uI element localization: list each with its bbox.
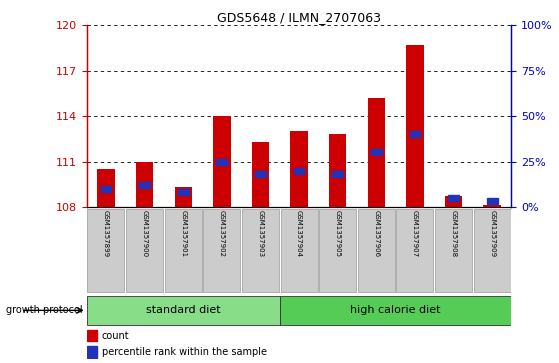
Text: GSM1357901: GSM1357901 bbox=[180, 211, 186, 257]
Text: GSM1357907: GSM1357907 bbox=[412, 211, 418, 257]
FancyBboxPatch shape bbox=[473, 209, 511, 292]
FancyBboxPatch shape bbox=[87, 295, 280, 325]
FancyBboxPatch shape bbox=[280, 295, 511, 325]
Bar bbox=[87, 330, 97, 341]
Bar bbox=[252, 142, 269, 207]
FancyBboxPatch shape bbox=[281, 209, 318, 292]
Text: GSM1357905: GSM1357905 bbox=[335, 211, 340, 257]
Bar bbox=[371, 150, 382, 155]
Bar bbox=[484, 205, 501, 207]
Bar bbox=[293, 168, 305, 174]
Text: growth protocol: growth protocol bbox=[6, 305, 82, 315]
Bar bbox=[139, 182, 150, 188]
Text: count: count bbox=[102, 331, 129, 341]
FancyBboxPatch shape bbox=[319, 209, 356, 292]
Bar bbox=[410, 131, 420, 137]
Text: GSM1357903: GSM1357903 bbox=[258, 211, 263, 257]
FancyBboxPatch shape bbox=[87, 209, 125, 292]
Bar bbox=[487, 199, 498, 204]
Bar bbox=[445, 196, 462, 207]
FancyBboxPatch shape bbox=[203, 209, 240, 292]
Text: GSM1357908: GSM1357908 bbox=[451, 211, 457, 257]
Bar bbox=[368, 98, 385, 207]
Bar bbox=[290, 131, 308, 207]
FancyBboxPatch shape bbox=[358, 209, 395, 292]
Bar bbox=[406, 45, 424, 207]
Text: GSM1357906: GSM1357906 bbox=[373, 211, 380, 257]
Text: GSM1357899: GSM1357899 bbox=[103, 211, 109, 257]
Bar bbox=[329, 134, 347, 207]
Text: high calorie diet: high calorie diet bbox=[350, 305, 441, 315]
FancyBboxPatch shape bbox=[435, 209, 472, 292]
Bar bbox=[101, 186, 111, 192]
Text: GSM1357904: GSM1357904 bbox=[296, 211, 302, 257]
Bar bbox=[255, 171, 266, 177]
Text: GSM1357900: GSM1357900 bbox=[141, 211, 148, 257]
Bar bbox=[87, 346, 97, 358]
Bar bbox=[332, 171, 343, 177]
Bar bbox=[136, 162, 153, 207]
Bar bbox=[213, 116, 230, 207]
FancyBboxPatch shape bbox=[126, 209, 163, 292]
FancyBboxPatch shape bbox=[242, 209, 279, 292]
Text: GSM1357909: GSM1357909 bbox=[489, 211, 495, 257]
Text: GSM1357902: GSM1357902 bbox=[219, 211, 225, 257]
Bar bbox=[97, 169, 115, 207]
Bar bbox=[448, 195, 459, 201]
Text: standard diet: standard diet bbox=[146, 305, 220, 315]
FancyBboxPatch shape bbox=[396, 209, 433, 292]
Bar bbox=[178, 189, 188, 195]
Title: GDS5648 / ILMN_2707063: GDS5648 / ILMN_2707063 bbox=[217, 11, 381, 24]
Bar bbox=[174, 187, 192, 207]
Bar bbox=[216, 159, 227, 164]
Text: percentile rank within the sample: percentile rank within the sample bbox=[102, 347, 267, 357]
FancyBboxPatch shape bbox=[165, 209, 202, 292]
